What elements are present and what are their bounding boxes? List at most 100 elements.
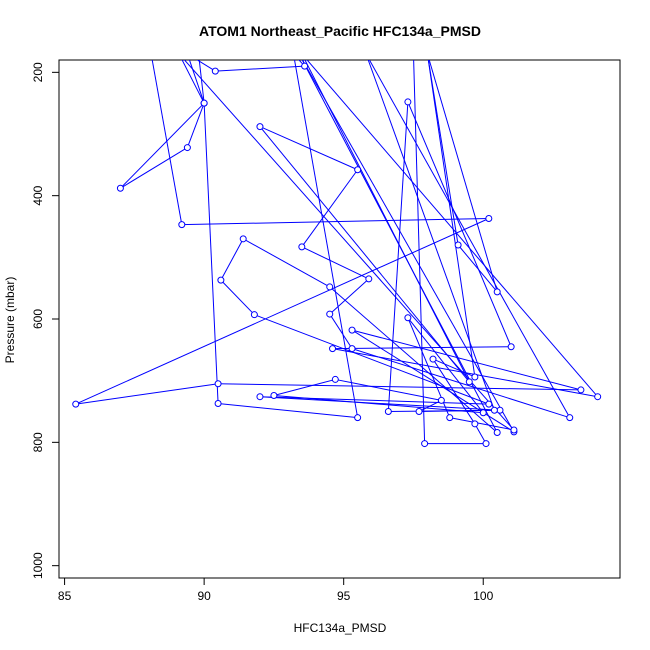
data-point bbox=[72, 400, 80, 408]
series-segment bbox=[75, 383, 219, 405]
series-segment bbox=[120, 102, 205, 189]
series-segment bbox=[215, 65, 305, 72]
series-segment bbox=[218, 402, 358, 419]
series-lines bbox=[75, 60, 599, 445]
data-point bbox=[250, 311, 258, 319]
series-segment bbox=[220, 238, 244, 281]
series-segment bbox=[181, 60, 205, 104]
data-point bbox=[490, 406, 498, 414]
data-point bbox=[485, 400, 493, 408]
series-segment bbox=[242, 238, 330, 288]
data-point bbox=[471, 420, 479, 428]
data-point bbox=[493, 288, 501, 296]
data-point bbox=[421, 440, 429, 448]
series-segment bbox=[273, 378, 336, 396]
data-point bbox=[566, 414, 574, 422]
data-point bbox=[183, 144, 191, 152]
x-tick-label: 95 bbox=[337, 589, 351, 603]
data-point bbox=[510, 426, 518, 434]
data-point bbox=[437, 396, 445, 404]
series-segment bbox=[457, 244, 498, 293]
series-segment bbox=[254, 314, 489, 405]
data-point bbox=[329, 345, 337, 353]
series-segment bbox=[301, 246, 370, 280]
data-point bbox=[348, 345, 356, 353]
series-segment bbox=[432, 358, 476, 378]
y-tick-label: 200 bbox=[31, 62, 45, 82]
series-segment bbox=[449, 417, 515, 431]
series-segment bbox=[474, 423, 487, 444]
series-segment bbox=[220, 279, 255, 316]
y-axis: 200 400 600 800 1000 bbox=[31, 62, 60, 579]
series-segment bbox=[151, 60, 183, 225]
series-segment bbox=[407, 317, 484, 414]
series-segment bbox=[351, 329, 515, 433]
data-point bbox=[507, 343, 515, 351]
x-axis: 85 90 95 100 bbox=[58, 577, 494, 603]
series-segment bbox=[186, 102, 205, 148]
data-point bbox=[471, 373, 479, 381]
x-tick-label: 85 bbox=[58, 589, 72, 603]
series-segment bbox=[75, 218, 490, 405]
series-segment bbox=[418, 399, 442, 412]
data-point bbox=[577, 386, 585, 394]
data-point bbox=[331, 375, 339, 383]
data-point bbox=[270, 391, 278, 399]
series-segment bbox=[329, 313, 353, 349]
data-point bbox=[200, 99, 208, 107]
data-point bbox=[326, 310, 334, 318]
data-point bbox=[479, 409, 487, 417]
series-segment bbox=[432, 358, 476, 425]
series-segment bbox=[427, 60, 459, 246]
data-point bbox=[354, 166, 362, 174]
chart-title: ATOM1 Northeast_Pacific HFC134a_PMSD bbox=[199, 23, 481, 39]
data-point bbox=[217, 276, 225, 284]
data-point bbox=[429, 355, 437, 363]
data-point bbox=[594, 393, 602, 401]
series-segment bbox=[188, 60, 205, 104]
series-segment bbox=[259, 126, 358, 171]
y-tick-label: 600 bbox=[31, 309, 45, 329]
data-point bbox=[482, 440, 490, 448]
series-segment bbox=[368, 60, 571, 418]
data-point bbox=[384, 408, 392, 415]
series-segment bbox=[120, 147, 188, 189]
data-point bbox=[465, 378, 473, 386]
x-tick-label: 100 bbox=[473, 589, 493, 603]
series-segment bbox=[198, 60, 205, 104]
series-segment bbox=[351, 348, 570, 419]
series-segment bbox=[304, 60, 470, 383]
series-segment bbox=[413, 60, 426, 444]
series-segment bbox=[387, 101, 409, 412]
data-point bbox=[485, 214, 493, 222]
data-point bbox=[404, 314, 412, 322]
series-segment bbox=[294, 60, 359, 418]
series-segment bbox=[273, 394, 484, 414]
data-point bbox=[211, 67, 219, 75]
y-tick-label: 400 bbox=[31, 185, 45, 205]
series-segment bbox=[181, 217, 489, 226]
data-point bbox=[256, 123, 264, 131]
series-segment bbox=[259, 396, 501, 411]
series-segment bbox=[329, 278, 370, 315]
data-point bbox=[348, 326, 356, 334]
data-point bbox=[178, 221, 186, 229]
series-segment bbox=[203, 103, 219, 404]
series-segment bbox=[196, 60, 216, 72]
data-point bbox=[301, 62, 309, 70]
series-segment bbox=[428, 60, 498, 293]
y-axis-label: Pressure (mbar) bbox=[3, 277, 17, 364]
series-segment bbox=[183, 60, 515, 431]
data-point bbox=[446, 414, 454, 422]
series-segment bbox=[407, 101, 512, 347]
data-point bbox=[239, 235, 247, 243]
series-group bbox=[72, 60, 602, 448]
data-point bbox=[256, 393, 264, 401]
series-segment bbox=[306, 60, 599, 398]
x-tick-label: 90 bbox=[197, 589, 211, 603]
data-point bbox=[454, 241, 462, 249]
y-tick-label: 800 bbox=[31, 432, 45, 452]
series-segment bbox=[259, 126, 470, 383]
data-point bbox=[365, 275, 373, 283]
